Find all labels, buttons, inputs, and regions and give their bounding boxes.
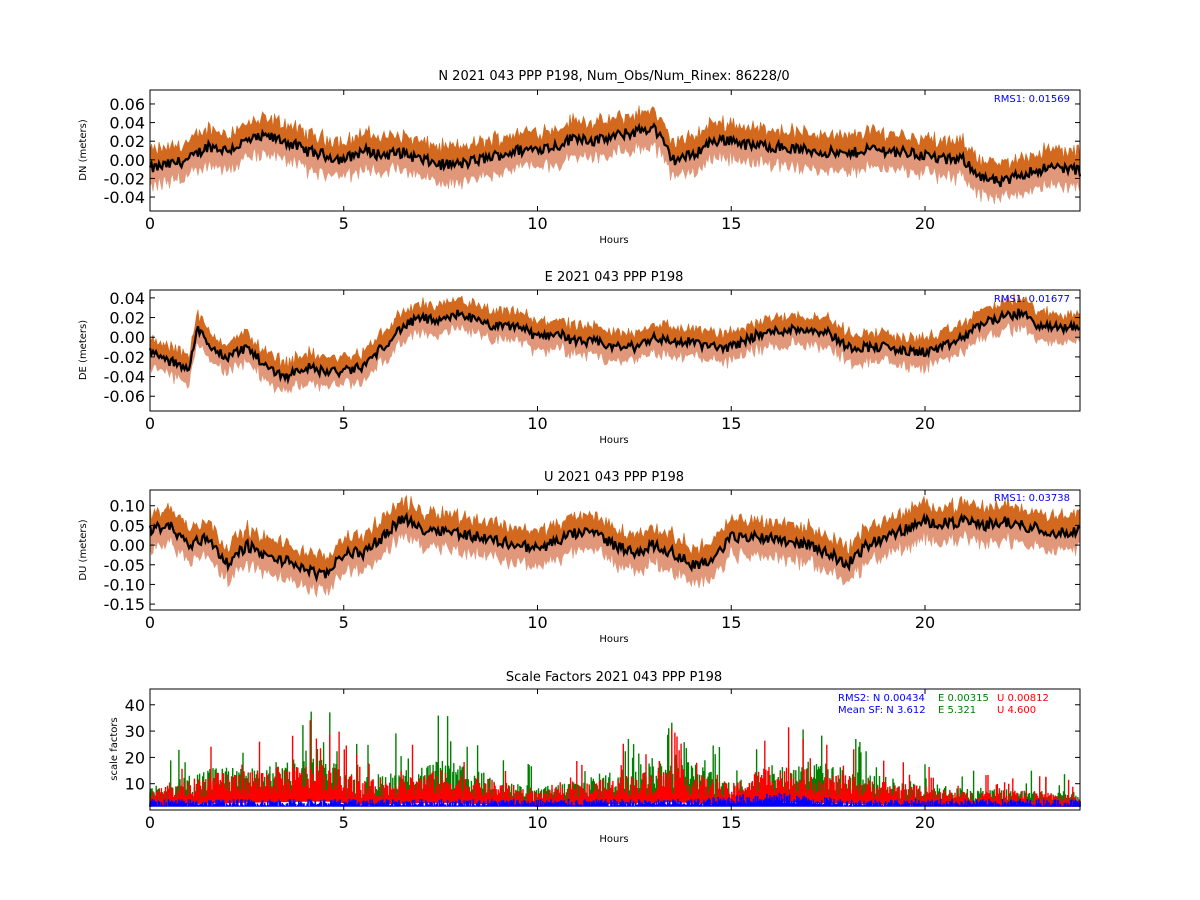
panel-de: E 2021 043 PPP P198 DE (meters) Hours 0 5… [78,270,1081,446]
y-tick-label: -0.04 [104,188,145,207]
mean-sf-n: Mean SF: N 3.612 [838,705,926,716]
x-tick-label: 0 [145,414,155,433]
solution-line [148,308,1081,385]
y-tick-label: 0.02 [109,132,145,151]
x-axis-label: Hours [599,235,628,246]
y-tick-label: -0.02 [104,348,145,367]
plot-area [148,494,1081,598]
y-tick-label: -0.10 [104,575,145,594]
panel-title: U 2021 043 PPP P198 [544,470,684,485]
lower-error-band [149,308,1081,394]
y-tick-label: 10 [125,775,145,794]
rms1-annotation: RMS1: 0.01677 [994,294,1070,305]
rms2-e: E 0.00315 [938,693,989,704]
x-tick-label: 5 [339,214,349,233]
axes-frame [149,289,1081,412]
y-tick-label: 30 [125,722,145,741]
rms2-u: U 0.00812 [997,693,1049,704]
rms1-annotation: RMS1: 0.03738 [994,493,1070,504]
x-tick-label: 0 [145,214,155,233]
y-tick-label: 0.10 [109,497,145,516]
y-tick-label: -0.04 [104,368,145,387]
axes-frame [149,688,1081,811]
rms2-annotation: RMS2: N 0.00434 E 0.00315 U 0.00812 [838,693,1049,704]
x-axis-label: Hours [599,634,628,645]
x-tick-label: 15 [721,414,741,433]
x-tick-label: 10 [527,813,547,832]
mean-sf-annotation: Mean SF: N 3.612 E 5.321 U 4.600 [838,705,1036,716]
x-tick-label: 0 [145,813,155,832]
panel-dn: N 2021 043 PPP P198, Num_Obs/Num_Rinex: … [78,69,1082,246]
x-axis-label: Hours [599,435,628,446]
y-tick-label: -0.15 [104,595,145,614]
upper-error-band [149,293,1081,382]
panel-title: N 2021 043 PPP P198, Num_Obs/Num_Rinex: … [438,69,789,84]
y-tick-label: -0.06 [104,387,145,406]
y-tick-label: 0.06 [109,95,145,114]
panel-du: U 2021 043 PPP P198 DU (meters) Hours 0 5… [78,470,1081,645]
x-tick-label: 15 [721,813,741,832]
rms2-n: RMS2: N 0.00434 [838,693,925,704]
y-tick-label: 0.04 [109,114,145,133]
y-tick-label: 0.00 [109,151,145,170]
y-tick-label: -0.02 [104,169,145,188]
x-tick-label: 10 [527,613,547,632]
x-axis-label: Hours [599,834,628,845]
panel-title: E 2021 043 PPP P198 [545,270,684,285]
x-tick-label: 20 [915,414,935,433]
y-tick-label: 0.02 [109,309,145,328]
y-axis-label: DE (meters) [78,320,89,380]
solution-line [148,511,1081,583]
solution-line [148,122,1082,188]
plot-area [148,293,1081,394]
x-tick-label: 20 [915,813,935,832]
x-tick-label: 5 [339,613,349,632]
x-tick-label: 20 [915,214,935,233]
y-tick-label: 0.00 [109,328,145,347]
panel-title: Scale Factors 2021 043 PPP P198 [506,670,722,685]
plot-area [148,105,1082,205]
x-tick-label: 15 [721,214,741,233]
y-tick-label: 0.05 [109,516,145,535]
axes-frame [149,489,1081,611]
mean-sf-e: E 5.321 [938,705,976,716]
y-axis-label: DN (meters) [78,119,89,181]
x-tick-label: 20 [915,613,935,632]
y-axis-label: DU (meters) [78,519,89,580]
y-tick-label: 20 [125,748,145,767]
panel-scale-factors: Scale Factors 2021 043 PPP P198 scale fa… [109,670,1081,845]
y-tick-label: 0.00 [109,536,145,555]
y-tick-label: 0.04 [109,289,145,308]
x-tick-label: 0 [145,613,155,632]
y-tick-label: 40 [125,696,145,715]
x-tick-label: 5 [339,813,349,832]
rms1-annotation: RMS1: 0.01569 [994,94,1070,105]
mean-sf-u: U 4.600 [997,705,1036,716]
plot-area [149,711,1081,807]
x-tick-label: 15 [721,613,741,632]
x-tick-label: 5 [339,414,349,433]
y-tick-label: -0.05 [104,556,145,575]
x-tick-label: 10 [527,214,547,233]
y-axis-label: scale factors [109,717,120,780]
axes-frame [149,89,1081,212]
x-tick-label: 10 [527,414,547,433]
